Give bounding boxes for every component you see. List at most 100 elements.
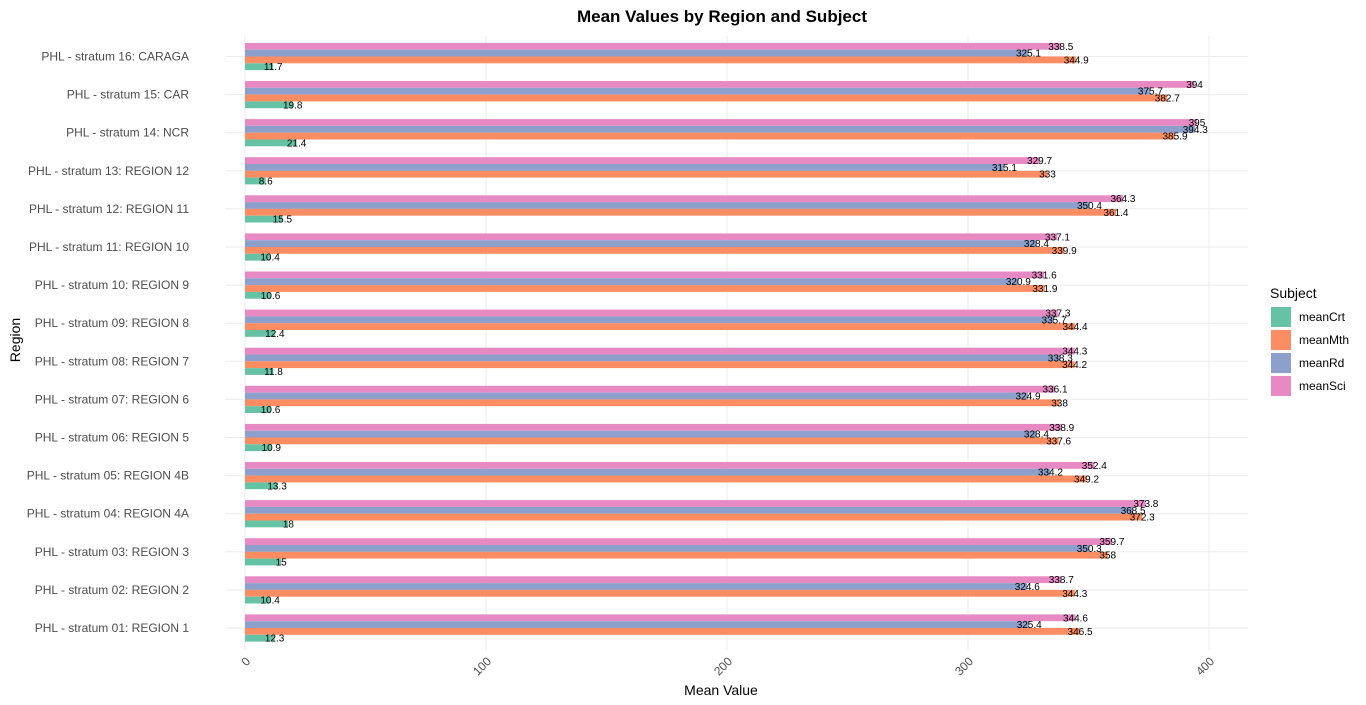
bar-meanCrt [245, 406, 271, 413]
bar-meanMth [245, 361, 1075, 369]
bar-meanCrt [245, 101, 293, 109]
y-tick-label: PHL - stratum 05: REGION 4B [27, 469, 189, 483]
bar-meanMth [245, 132, 1176, 140]
bar-meanMth [245, 551, 1108, 559]
bar-meanMth [245, 513, 1143, 521]
bar-meanSci [245, 500, 1146, 507]
legend-key-meanCrt [1271, 307, 1291, 327]
bar-meanSci [245, 385, 1056, 393]
x-tick-label: 0 [238, 654, 253, 669]
data-label: 350.3 [1077, 544, 1102, 555]
y-axis-ticks: PHL - stratum 01: REGION 1 PHL - stratum … [27, 50, 190, 636]
bar-meanCrt [245, 177, 266, 185]
y-tick-label: PHL - stratum 04: REGION 4A [27, 507, 189, 521]
data-label: 344.3 [1062, 347, 1087, 358]
bar-meanMth [245, 628, 1081, 635]
bar-meanMth [245, 94, 1168, 102]
bar-meanMth [245, 399, 1060, 407]
legend-label: meanSci [1299, 379, 1346, 393]
bar-meanSci [245, 42, 1061, 50]
bar-labels: 344.6 325.4 346.5 12.3 338.7 324.6 344.3 10.4 35… [259, 42, 1208, 645]
data-label: 394.3 [1183, 125, 1208, 136]
data-label: 18 [283, 519, 295, 530]
data-label: 395 [1189, 118, 1206, 129]
data-label: 11.8 [264, 367, 283, 378]
data-label: 15 [276, 558, 288, 569]
bar-meanSci [245, 423, 1062, 431]
data-label: 346.5 [1068, 627, 1093, 638]
y-tick-label: PHL - stratum 02: REGION 2 [35, 583, 190, 597]
data-label: 344.3 [1062, 589, 1087, 600]
data-label: 337.3 [1045, 309, 1070, 320]
bar-meanRd [245, 621, 1030, 628]
bar-meanRd [245, 202, 1090, 209]
data-label: 359.7 [1099, 537, 1124, 548]
x-axis-title: Mean Value [684, 682, 758, 698]
data-label: 364.3 [1110, 194, 1135, 205]
data-label: 368.5 [1121, 506, 1146, 517]
data-label: 19.8 [283, 100, 303, 111]
bars [245, 42, 1197, 642]
data-label: 325.1 [1016, 49, 1041, 60]
data-label: 336.1 [1042, 385, 1067, 396]
data-label: 385.9 [1163, 132, 1188, 143]
data-label: 11.7 [264, 62, 283, 73]
data-label: 10.9 [262, 443, 282, 454]
bar-meanMth [245, 285, 1045, 292]
y-tick-label: PHL - stratum 08: REGION 7 [35, 354, 190, 368]
data-label: 394 [1186, 80, 1203, 91]
data-label: 352.4 [1082, 461, 1107, 472]
data-label: 334.2 [1038, 468, 1063, 479]
legend-title: Subject [1270, 285, 1317, 301]
x-tick-label: 100 [470, 654, 494, 678]
y-tick-label: PHL - stratum 16: CARAGA [41, 50, 189, 64]
data-label: 373.8 [1133, 499, 1158, 510]
data-label: 15.5 [273, 215, 293, 226]
data-label: 13.3 [267, 481, 287, 492]
data-label: 335.7 [1042, 315, 1067, 326]
bar-meanRd [245, 125, 1196, 133]
x-tick-label: 400 [1193, 654, 1217, 678]
bar-meanCrt [245, 482, 278, 490]
data-label: 324.9 [1015, 392, 1040, 403]
data-label: 12.3 [265, 634, 285, 645]
bar-meanRd [245, 354, 1061, 362]
bar-meanRd [245, 430, 1037, 438]
legend-label: meanCrt [1299, 310, 1346, 324]
bar-meanRd [245, 316, 1055, 324]
bar-meanSci [245, 119, 1197, 126]
x-tick-label: 300 [952, 654, 976, 678]
bar-meanMth [245, 208, 1116, 216]
y-tick-label: PHL - stratum 03: REGION 3 [35, 545, 190, 559]
data-label: 349.2 [1074, 475, 1099, 486]
bar-meanSci [245, 233, 1058, 241]
bar-meanSci [245, 538, 1112, 545]
data-label: 344.4 [1062, 322, 1087, 333]
y-tick-label: PHL - stratum 07: REGION 6 [35, 392, 190, 406]
data-label: 324.6 [1015, 582, 1040, 593]
bar-meanMth [245, 247, 1065, 254]
legend-key-meanSci [1271, 376, 1291, 396]
data-label: 339.9 [1052, 246, 1077, 257]
data-label: 338.9 [1049, 423, 1074, 434]
bar-meanSci [245, 462, 1095, 469]
bar-meanMth [245, 56, 1077, 64]
bar-meanRd [245, 545, 1090, 552]
bar-meanRd [245, 583, 1028, 590]
bar-meanRd [245, 49, 1029, 57]
y-tick-label: PHL - stratum 11: REGION 10 [29, 240, 189, 254]
data-label: 344.2 [1062, 360, 1087, 371]
legend-label: meanRd [1299, 356, 1344, 370]
legend-key-meanMth [1271, 330, 1291, 350]
bar-meanCrt [245, 291, 271, 299]
data-label: 320.9 [1006, 277, 1031, 288]
data-label: 337.6 [1046, 436, 1071, 447]
bar-meanCrt [245, 444, 272, 452]
data-label: 10.4 [260, 596, 280, 607]
bar-meanMth [245, 437, 1059, 445]
y-tick-label: PHL - stratum 09: REGION 8 [35, 316, 190, 330]
y-tick-label: PHL - stratum 12: REGION 11 [29, 202, 189, 216]
bar-meanRd [245, 87, 1151, 95]
y-axis-title: Region [7, 318, 23, 362]
